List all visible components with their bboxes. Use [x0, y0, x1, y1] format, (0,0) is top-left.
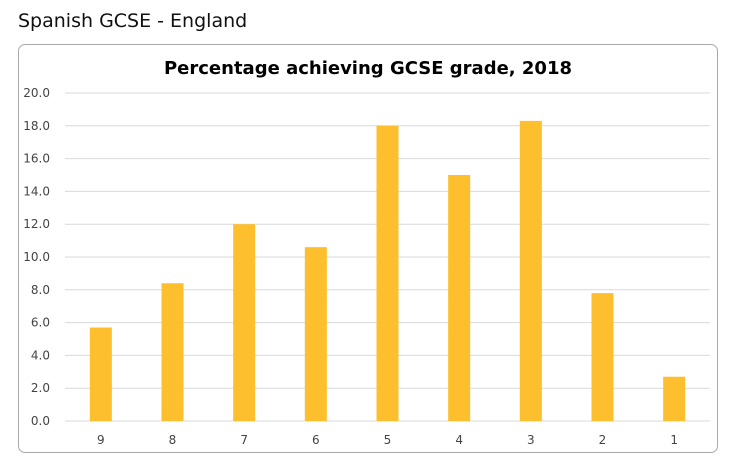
x-tick-label: 6: [312, 433, 320, 447]
page-heading: Spanish GCSE - England: [18, 10, 248, 32]
y-tick-label: 18.0: [23, 119, 50, 133]
bar-3: [519, 120, 542, 421]
y-tick-label: 14.0: [23, 184, 50, 198]
bar-4: [448, 175, 471, 421]
y-tick-label: 8.0: [31, 283, 50, 297]
y-tick-label: 16.0: [23, 152, 50, 166]
y-tick-label: 2.0: [31, 381, 50, 395]
y-tick-label: 4.0: [31, 348, 50, 362]
bar-1: [663, 376, 686, 421]
x-tick-label: 8: [169, 433, 177, 447]
x-tick-label: 4: [455, 433, 463, 447]
x-tick-label: 9: [97, 433, 105, 447]
y-tick-label: 10.0: [23, 250, 50, 264]
bar-6: [304, 247, 327, 421]
y-tick-label: 6.0: [31, 316, 50, 330]
bar-2: [591, 293, 614, 421]
bar-7: [233, 224, 256, 421]
x-tick-label: 1: [670, 433, 678, 447]
chart-title: Percentage achieving GCSE grade, 2018: [163, 58, 572, 79]
y-tick-label: 0.0: [31, 414, 50, 428]
x-tick-label: 5: [384, 433, 392, 447]
y-tick-label: 20.0: [23, 86, 50, 100]
x-tick-label: 3: [527, 433, 535, 447]
bar-5: [376, 125, 399, 422]
y-tick-label: 12.0: [23, 217, 50, 231]
bar-9: [89, 327, 112, 421]
x-tick-label: 7: [240, 433, 248, 447]
bar-8: [161, 283, 184, 421]
x-tick-label: 2: [599, 433, 607, 447]
